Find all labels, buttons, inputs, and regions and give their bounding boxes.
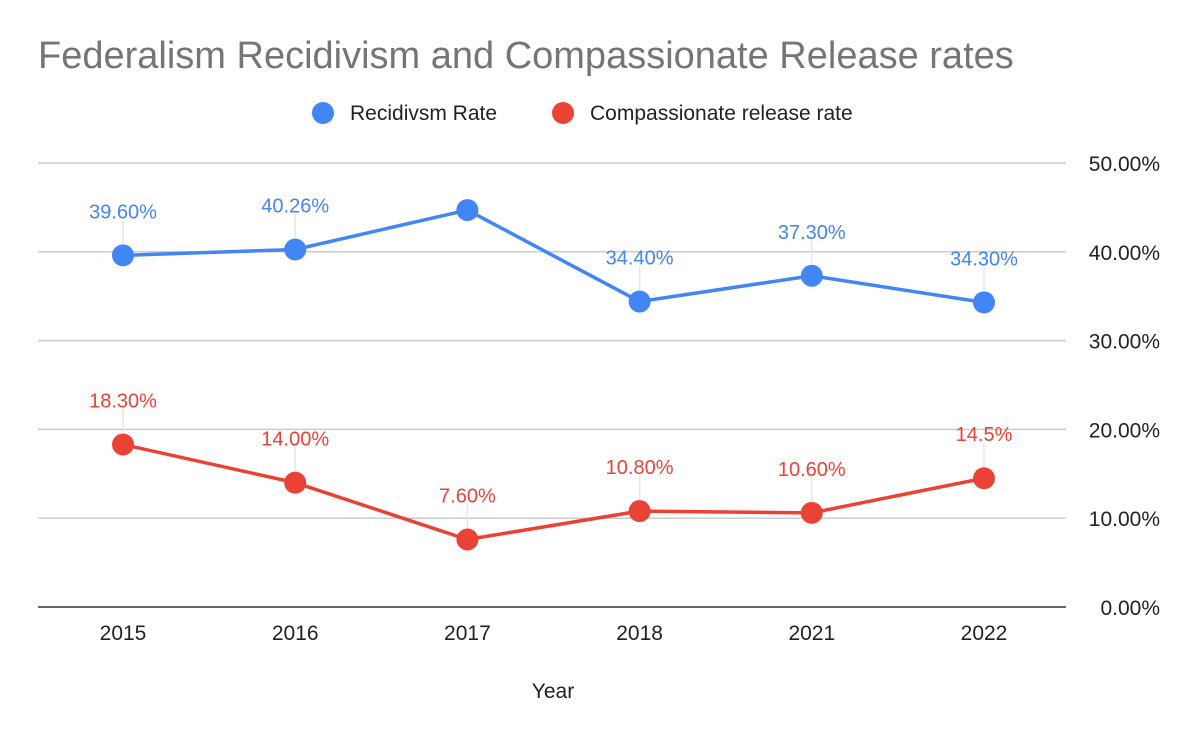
y-tick-label: 30.00% (1089, 331, 1160, 354)
legend-marker-recidivism (312, 102, 334, 124)
legend-marker-compassionate-release (552, 102, 574, 124)
x-tick-label: 2018 (616, 622, 663, 645)
y-tick-label: 20.00% (1089, 419, 1160, 442)
x-tick-label: 2022 (961, 622, 1008, 645)
data-point (973, 467, 995, 490)
x-tick-label: 2016 (272, 622, 319, 645)
y-tick-label: 40.00% (1089, 242, 1160, 265)
x-axis-title: Year (532, 680, 574, 703)
legend: Recidivsm Rate Compassionate release rat… (312, 102, 853, 125)
data-point (456, 199, 479, 222)
data-label: 40.26% (261, 195, 329, 217)
data-point (628, 290, 651, 313)
data-label: 34.40% (606, 248, 674, 270)
data-point (284, 471, 307, 494)
series-layer: 39.60% 40.26% 34.40% 37.30% 34.30% 18.30% 14.0… (89, 195, 1018, 551)
gridlines (38, 162, 1066, 608)
data-point (284, 238, 307, 261)
y-tick-label: 10.00% (1089, 508, 1160, 531)
data-label: 10.60% (778, 459, 846, 481)
data-point (456, 528, 479, 551)
data-point (800, 264, 823, 287)
y-axis-ticks: 0.00% 10.00% 20.00% 30.00% 40.00% 50.00% (1089, 153, 1160, 620)
data-label: 14.00% (261, 429, 329, 451)
data-label: 39.60% (89, 201, 157, 223)
data-point (973, 291, 995, 314)
data-label: 34.30% (950, 248, 1018, 270)
data-point (800, 501, 823, 524)
x-axis-ticks: 2015 2016 2017 2018 2021 2022 (100, 622, 1008, 645)
data-label: 14.5% (956, 424, 1013, 446)
series-2: 18.30% 14.00% 7.60% 10.80% 10.60% 14.5% (89, 390, 1013, 551)
chart-title: Federalism Recidivism and Compassionate … (38, 35, 1014, 77)
y-tick-label: 50.00% (1089, 153, 1160, 176)
data-label: 7.60% (439, 486, 496, 508)
data-label: 18.30% (89, 390, 157, 412)
x-tick-label: 2017 (444, 622, 491, 645)
data-label: 37.30% (778, 222, 846, 244)
legend-label-compassionate-release: Compassionate release rate (590, 102, 853, 125)
x-tick-label: 2021 (788, 622, 835, 645)
series-1: 39.60% 40.26% 34.40% 37.30% 34.30% (89, 195, 1018, 314)
data-point (628, 500, 651, 523)
y-tick-label: 0.00% (1100, 597, 1160, 620)
data-point (112, 433, 134, 456)
data-point (112, 244, 134, 267)
series-line (122, 442, 985, 542)
legend-label-recidivism: Recidivsm Rate (350, 102, 497, 125)
data-label: 10.80% (606, 457, 674, 479)
x-tick-label: 2015 (100, 622, 147, 645)
series-line (122, 208, 985, 305)
